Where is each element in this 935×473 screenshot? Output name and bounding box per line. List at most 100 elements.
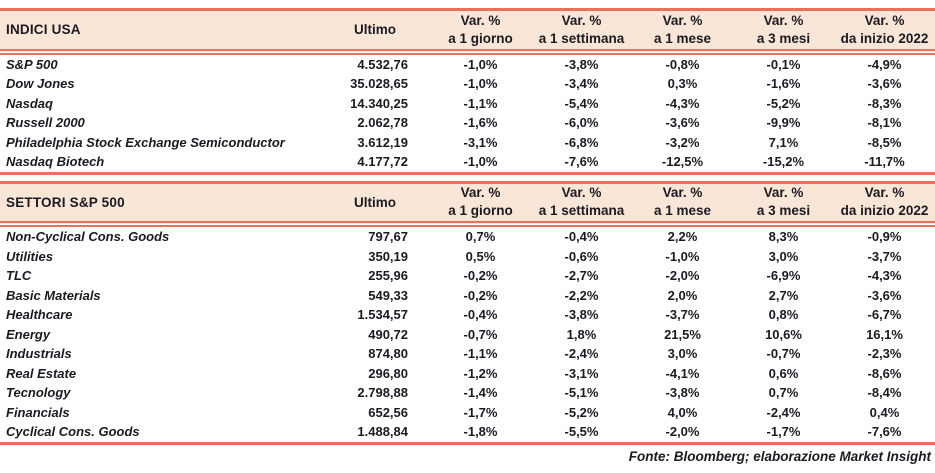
pct-value: 1,8% bbox=[566, 326, 597, 342]
pct-value: -0,7% bbox=[463, 326, 498, 342]
pct-value: -4,1% bbox=[665, 365, 700, 381]
pct-value: -11,7% bbox=[834, 152, 935, 175]
pct-value: -1,1% bbox=[463, 95, 498, 111]
column-header-var-0: Var. % a 1 giorno bbox=[430, 180, 531, 227]
pct-value: -5,2% bbox=[766, 95, 801, 111]
pct-value: -2,7% bbox=[564, 268, 599, 283]
row-label: Dow Jones bbox=[6, 76, 75, 91]
ultimo-value: 4.532,76 bbox=[357, 56, 408, 72]
var-header-line2: a 1 giorno bbox=[448, 203, 513, 219]
pct-value: -3,7% bbox=[867, 248, 902, 264]
table-row: Russell 2000 2.062,78 -1,6% -6,0% -3,6% -9,9%… bbox=[0, 113, 935, 133]
var-header-line1: Var. % bbox=[561, 185, 602, 201]
pct-value: 0,6% bbox=[768, 365, 799, 381]
var-header-line2: da inizio 2022 bbox=[840, 30, 929, 46]
source-note: Fonte: Bloomberg; elaborazione Market In… bbox=[628, 448, 931, 464]
pct-value: -0,8% bbox=[665, 56, 700, 72]
var-header-line2: a 3 mesi bbox=[756, 30, 811, 46]
row-label: Financials bbox=[6, 404, 70, 420]
ultimo-value: 14.340,25 bbox=[350, 95, 408, 111]
pct-value: 2,0% bbox=[667, 287, 698, 303]
pct-value: 7,1% bbox=[768, 134, 799, 150]
row-label: Industrials bbox=[6, 346, 72, 361]
ultimo-value: 35.028,65 bbox=[350, 76, 408, 91]
pct-value: -3,6% bbox=[867, 76, 902, 91]
table-row: S&P 500 4.532,76 -1,0% -3,8% -0,8% -0,1% -4,9% bbox=[0, 52, 935, 75]
table-row: TLC 255,96 -0,2% -2,7% -2,0% -6,9% -4,3% bbox=[0, 266, 935, 286]
pct-value: -0,9% bbox=[867, 229, 902, 244]
pct-value: -2,0% bbox=[632, 422, 733, 445]
var-header-line1: Var. % bbox=[763, 185, 804, 201]
pct-value: -0,4% bbox=[564, 229, 599, 244]
pct-value: -8,5% bbox=[867, 134, 902, 150]
pct-value: 0,7% bbox=[768, 385, 799, 400]
var-header-line1: Var. % bbox=[662, 12, 703, 28]
pct-value: 3,0% bbox=[667, 346, 698, 361]
pct-value: -4,3% bbox=[867, 268, 902, 283]
ultimo-value: 4.177,72 bbox=[320, 152, 430, 175]
row-label: Non-Cyclical Cons. Goods bbox=[6, 229, 170, 244]
pct-value: 3,0% bbox=[768, 248, 799, 264]
table-row: Financials 652,56 -1,7% -5,2% 4,0% -2,4% 0,4% bbox=[0, 403, 935, 423]
pct-value: 10,6% bbox=[765, 326, 802, 342]
indices-table: INDICI USA Ultimo Var. % a 1 giorno Var. % a … bbox=[0, 8, 935, 175]
pct-value: 0,7% bbox=[465, 229, 496, 244]
pct-value: 0,5% bbox=[465, 248, 496, 264]
table-row: Utilities 350,19 0,5% -0,6% -1,0% 3,0% -3,7% bbox=[0, 247, 935, 267]
column-header-var-2: Var. % a 1 mese bbox=[632, 180, 733, 227]
pct-value: -3,7% bbox=[665, 307, 700, 322]
var-header-line2: a 1 settimana bbox=[538, 203, 625, 219]
pct-value: -8,6% bbox=[867, 365, 902, 381]
table-row: Energy 490,72 -0,7% 1,8% 21,5% 10,6% 16,1% bbox=[0, 325, 935, 345]
column-header-ultimo: Ultimo bbox=[320, 8, 430, 55]
table-row: Philadelphia Stock Exchange Semiconducto… bbox=[0, 133, 935, 153]
table-row: Healthcare 1.534,57 -0,4% -3,8% -3,7% 0,8% -6,… bbox=[0, 305, 935, 325]
pct-value: -0,7% bbox=[766, 346, 801, 361]
ultimo-value: 797,67 bbox=[368, 229, 408, 244]
ultimo-value: 2.798,88 bbox=[357, 385, 408, 400]
row-label: Energy bbox=[6, 326, 51, 342]
table-row: Dow Jones 35.028,65 -1,0% -3,4% 0,3% -1,6% -3,… bbox=[0, 74, 935, 94]
pct-value: -3,6% bbox=[665, 115, 700, 130]
pct-value: -2,3% bbox=[867, 346, 902, 361]
pct-value: -3,4% bbox=[564, 76, 599, 91]
pct-value: -0,6% bbox=[564, 248, 599, 264]
var-header-line1: Var. % bbox=[864, 185, 905, 201]
ultimo-value: 2.062,78 bbox=[357, 115, 408, 130]
pct-value: 0,4% bbox=[869, 404, 900, 420]
pct-value: -0,2% bbox=[463, 268, 498, 283]
table-title: INDICI USA bbox=[0, 8, 320, 55]
ultimo-value: 490,72 bbox=[368, 326, 408, 342]
pct-value: 8,3% bbox=[768, 229, 799, 244]
pct-value: -4,9% bbox=[867, 56, 902, 72]
pct-value: 21,5% bbox=[664, 326, 701, 342]
pct-value: -4,3% bbox=[665, 95, 700, 111]
row-label: Utilities bbox=[6, 248, 53, 264]
pct-value: -1,1% bbox=[463, 346, 498, 361]
ultimo-value: 1.488,84 bbox=[320, 422, 430, 445]
row-label: S&P 500 bbox=[6, 56, 58, 72]
pct-value: 2,7% bbox=[768, 287, 799, 303]
pct-value: -2,4% bbox=[564, 346, 599, 361]
pct-value: -7,6% bbox=[531, 152, 632, 175]
row-label: Healthcare bbox=[6, 307, 73, 322]
row-label: Tecnology bbox=[6, 385, 71, 400]
ultimo-value: 1.534,57 bbox=[357, 307, 408, 322]
row-label: Philadelphia Stock Exchange Semiconducto… bbox=[6, 134, 285, 150]
pct-value: -0,1% bbox=[766, 56, 801, 72]
pct-value: -0,4% bbox=[463, 307, 498, 322]
var-header-line2: a 1 mese bbox=[653, 30, 712, 46]
pct-value: -6,7% bbox=[867, 307, 902, 322]
table-row: Non-Cyclical Cons. Goods 797,67 0,7% -0,4% 2… bbox=[0, 224, 935, 247]
var-header-line2: da inizio 2022 bbox=[840, 203, 929, 219]
row-label: Real Estate bbox=[6, 365, 77, 381]
column-header-var-0: Var. % a 1 giorno bbox=[430, 8, 531, 55]
pct-value: -1,0% bbox=[665, 248, 700, 264]
pct-value: -2,4% bbox=[766, 404, 801, 420]
var-header-line2: a 3 mesi bbox=[756, 203, 811, 219]
var-header-line2: a 1 giorno bbox=[448, 30, 513, 46]
pct-value: 0,8% bbox=[768, 307, 799, 322]
table-row: Cyclical Cons. Goods 1.488,84 -1,8% -5,5% -2… bbox=[0, 422, 935, 445]
column-header-var-3: Var. % a 3 mesi bbox=[733, 8, 834, 55]
